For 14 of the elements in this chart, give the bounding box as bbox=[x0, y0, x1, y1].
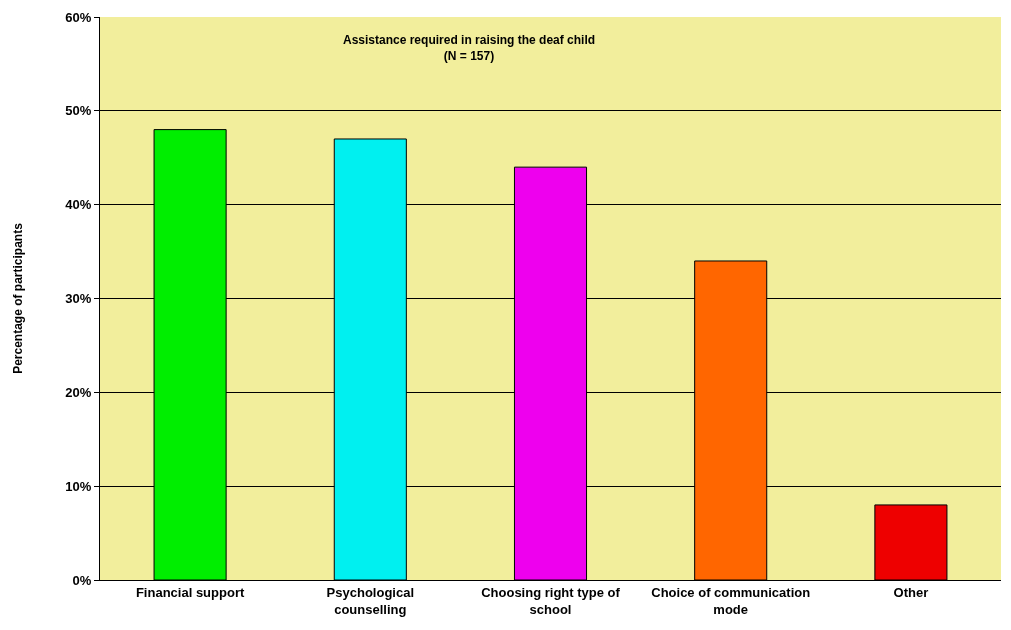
y-tick-label: 50% bbox=[65, 103, 92, 119]
x-tick-label: Other bbox=[893, 584, 929, 600]
x-tick-label: Financial support bbox=[135, 584, 245, 600]
y-tick-label: 40% bbox=[65, 197, 92, 213]
y-tick-label: 20% bbox=[65, 384, 92, 400]
text: Assistance required in raising the deaf child (N = 157) bbox=[343, 33, 596, 63]
y-tick-label: 60% bbox=[65, 9, 92, 25]
y-tick-label: 0% bbox=[72, 572, 92, 588]
y-tick-label: 30% bbox=[65, 291, 92, 307]
x-tick-label: Choice of communication mode bbox=[651, 584, 811, 617]
y-tick-label: 10% bbox=[65, 478, 92, 494]
x-tick-label: Psychological counselling bbox=[326, 584, 415, 617]
x-tick-label: Choosing right type of school bbox=[481, 584, 621, 617]
y-axis-title: Percentage of participants bbox=[10, 222, 25, 374]
